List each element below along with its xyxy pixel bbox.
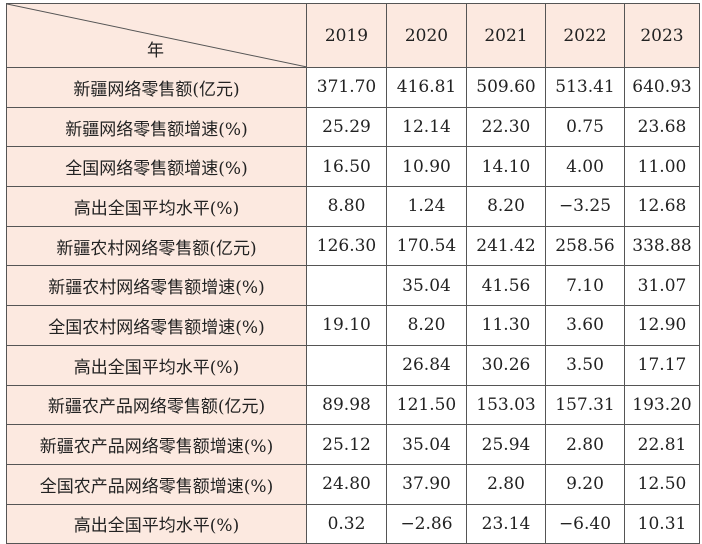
value-cell: 153.03 <box>466 384 546 426</box>
value-cell: 37.90 <box>386 463 467 505</box>
table-row: 新疆农产品网络零售额增速(%) 25.12 35.04 25.94 2.80 22.81 <box>6 424 700 465</box>
table-row: 全国农村网络零售额增速(%) 19.10 8.20 11.30 3.60 12.90 <box>6 305 700 346</box>
value-cell: 22.30 <box>466 106 546 148</box>
row-label: 全国农村网络零售额增速(%) <box>6 305 307 346</box>
value-cell: 338.88 <box>624 225 700 267</box>
row-label: 全国网络零售额增速(%) <box>6 146 307 188</box>
year-header: 2023 <box>624 3 700 68</box>
value-cell: −3.25 <box>545 186 625 227</box>
row-label: 新疆农村网络零售额(亿元) <box>6 225 307 267</box>
value-cell: 16.50 <box>306 146 387 188</box>
table-row: 高出全国平均水平(%) 0.32 −2.86 23.14 −6.40 10.31 <box>6 503 700 544</box>
value-cell: 11.00 <box>624 146 700 188</box>
value-cell: 31.07 <box>624 265 700 307</box>
value-cell: 241.42 <box>466 225 546 267</box>
value-cell: 26.84 <box>386 344 467 386</box>
value-cell: 8.20 <box>386 305 467 346</box>
value-cell: 126.30 <box>306 225 387 267</box>
value-cell: 25.94 <box>466 424 546 465</box>
row-label: 高出全国平均水平(%) <box>6 186 307 227</box>
value-cell: 12.90 <box>624 305 700 346</box>
corner-year-label: 年 <box>147 41 164 61</box>
value-cell: 2.80 <box>466 463 546 505</box>
value-cell: 10.31 <box>624 503 700 544</box>
corner-header-cell: 年 <box>6 3 307 68</box>
table-row: 高出全国平均水平(%) 26.84 30.26 3.50 17.17 <box>6 344 700 386</box>
value-cell: 23.68 <box>624 106 700 148</box>
table-row: 新疆农村网络零售额增速(%) 35.04 41.56 7.10 31.07 <box>6 265 700 307</box>
value-cell: 25.12 <box>306 424 387 465</box>
value-cell: 513.41 <box>545 67 625 108</box>
value-cell: 24.80 <box>306 463 387 505</box>
value-cell: 89.98 <box>306 384 387 426</box>
value-cell: 416.81 <box>386 67 467 108</box>
value-cell: 12.68 <box>624 186 700 227</box>
value-cell: 35.04 <box>386 424 467 465</box>
value-cell: 35.04 <box>386 265 467 307</box>
value-cell <box>306 344 387 386</box>
value-cell: 23.14 <box>466 503 546 544</box>
value-cell: 170.54 <box>386 225 467 267</box>
value-cell: 41.56 <box>466 265 546 307</box>
year-header: 2022 <box>545 3 625 68</box>
table-row: 高出全国平均水平(%) 8.80 1.24 8.20 −3.25 12.68 <box>6 186 700 227</box>
value-cell: 11.30 <box>466 305 546 346</box>
value-cell <box>306 265 387 307</box>
value-cell: 1.24 <box>386 186 467 227</box>
year-header: 2020 <box>386 3 467 68</box>
value-cell: 9.20 <box>545 463 625 505</box>
value-cell: 14.10 <box>466 146 546 188</box>
value-cell: 10.90 <box>386 146 467 188</box>
value-cell: 2.80 <box>545 424 625 465</box>
table-row: 全国网络零售额增速(%) 16.50 10.90 14.10 4.00 11.00 <box>6 146 700 188</box>
value-cell: 12.14 <box>386 106 467 148</box>
row-label: 高出全国平均水平(%) <box>6 503 307 544</box>
value-cell: 8.80 <box>306 186 387 227</box>
ecommerce-sales-table: 年 2019 2020 2021 2022 2023 新疆网络零售额(亿元) 37… <box>6 3 700 544</box>
value-cell: 7.10 <box>545 265 625 307</box>
row-label: 新疆农产品网络零售额(亿元) <box>6 384 307 426</box>
row-label: 新疆网络零售额(亿元) <box>6 67 307 108</box>
value-cell: 371.70 <box>306 67 387 108</box>
value-cell: 157.31 <box>545 384 625 426</box>
year-header: 2021 <box>466 3 546 68</box>
value-cell: 3.60 <box>545 305 625 346</box>
year-header: 2019 <box>306 3 387 68</box>
value-cell: 8.20 <box>466 186 546 227</box>
row-label: 新疆农产品网络零售额增速(%) <box>6 424 307 465</box>
value-cell: 3.50 <box>545 344 625 386</box>
value-cell: 258.56 <box>545 225 625 267</box>
row-label: 高出全国平均水平(%) <box>6 344 307 386</box>
value-cell: 12.50 <box>624 463 700 505</box>
value-cell: 30.26 <box>466 344 546 386</box>
value-cell: 121.50 <box>386 384 467 426</box>
value-cell: 640.93 <box>624 67 700 108</box>
table-row: 新疆网络零售额(亿元) 371.70 416.81 509.60 513.41 640.9… <box>6 67 700 108</box>
value-cell: 17.17 <box>624 344 700 386</box>
row-label: 新疆网络零售额增速(%) <box>6 106 307 148</box>
table-row: 新疆农产品网络零售额(亿元) 89.98 121.50 153.03 157.31 193… <box>6 384 700 426</box>
value-cell: 22.81 <box>624 424 700 465</box>
value-cell: −6.40 <box>545 503 625 544</box>
value-cell: 193.20 <box>624 384 700 426</box>
value-cell: 0.32 <box>306 503 387 544</box>
diagonal-divider <box>7 4 307 67</box>
header-row: 年 2019 2020 2021 2022 2023 <box>6 3 700 68</box>
table-row: 全国农产品网络零售额增速(%) 24.80 37.90 2.80 9.20 12.50 <box>6 463 700 505</box>
table-row: 新疆农村网络零售额(亿元) 126.30 170.54 241.42 258.56 338… <box>6 225 700 267</box>
data-table-container: 年 2019 2020 2021 2022 2023 新疆网络零售额(亿元) 37… <box>6 3 700 544</box>
row-label: 新疆农村网络零售额增速(%) <box>6 265 307 307</box>
value-cell: 25.29 <box>306 106 387 148</box>
value-cell: 509.60 <box>466 67 546 108</box>
table-row: 新疆网络零售额增速(%) 25.29 12.14 22.30 0.75 23.68 <box>6 106 700 148</box>
value-cell: 4.00 <box>545 146 625 188</box>
row-label: 全国农产品网络零售额增速(%) <box>6 463 307 505</box>
value-cell: −2.86 <box>386 503 467 544</box>
value-cell: 19.10 <box>306 305 387 346</box>
value-cell: 0.75 <box>545 106 625 148</box>
